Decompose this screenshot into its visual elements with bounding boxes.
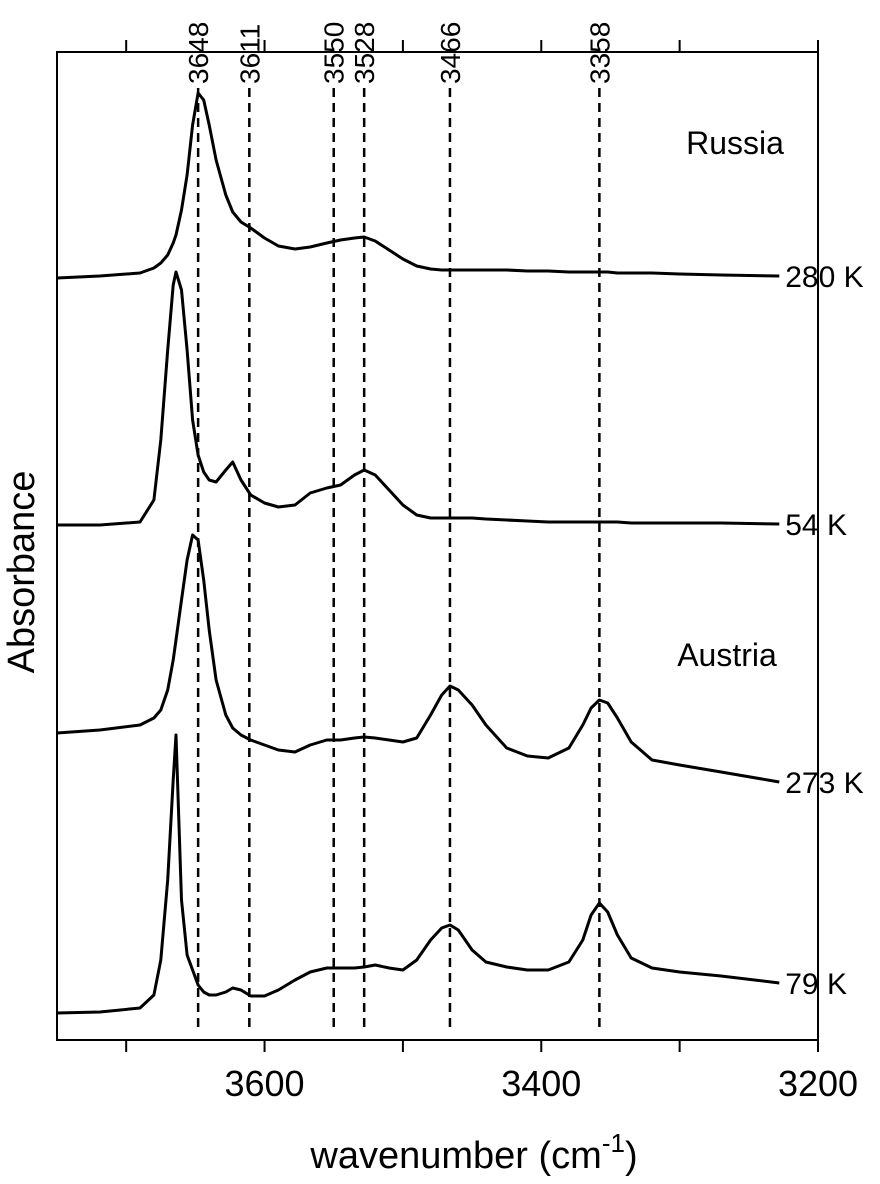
x-axis-label-suffix: ) bbox=[625, 1135, 638, 1177]
reference-label: 3648 bbox=[183, 22, 214, 84]
reference-label: 3358 bbox=[584, 22, 615, 84]
annotation: Austria bbox=[677, 637, 777, 673]
y-axis-label: Absorbance bbox=[1, 471, 43, 674]
spectrum-line bbox=[56, 533, 780, 784]
spectrum-line bbox=[56, 91, 780, 280]
reference-label: 3611 bbox=[234, 24, 265, 84]
series-label: 280 K bbox=[785, 261, 863, 294]
reference-label: 3466 bbox=[435, 22, 466, 84]
reference-label: 3528 bbox=[349, 22, 380, 84]
reference-label: 3550 bbox=[319, 22, 350, 84]
plot-frame bbox=[56, 51, 819, 1041]
spectrum-line bbox=[56, 733, 780, 1015]
spectrum-line bbox=[57, 270, 780, 527]
x-axis-label-text: wavenumber (cm bbox=[309, 1135, 601, 1177]
x-tick-label: 3600 bbox=[224, 1063, 304, 1104]
annotation: Russia bbox=[686, 125, 784, 161]
series-label: 273 K bbox=[785, 767, 863, 800]
series-label: 54 K bbox=[785, 509, 847, 542]
x-tick-label: 3400 bbox=[501, 1063, 581, 1104]
x-axis-label: wavenumber (cm-1) bbox=[309, 1128, 637, 1177]
x-tick-label: 3200 bbox=[778, 1063, 858, 1104]
x-axis-label-sup: -1 bbox=[602, 1128, 625, 1158]
series-label: 79 K bbox=[785, 968, 847, 1001]
